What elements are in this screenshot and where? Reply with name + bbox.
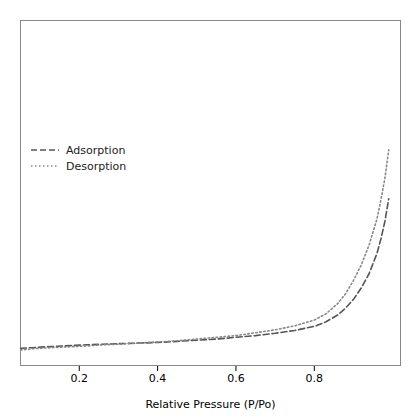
svg-text:0.4: 0.4 [149,372,167,385]
svg-text:0.6: 0.6 [227,372,245,385]
html-text:Desorption: Desorption [66,159,127,173]
svg-text:Relative Pressure (P/Po): Relative Pressure (P/Po) [145,398,275,411]
html-text:Adsorption: Adsorption [66,143,126,157]
svg-text:0.8: 0.8 [306,372,324,385]
svg-text:0.2: 0.2 [71,372,89,385]
